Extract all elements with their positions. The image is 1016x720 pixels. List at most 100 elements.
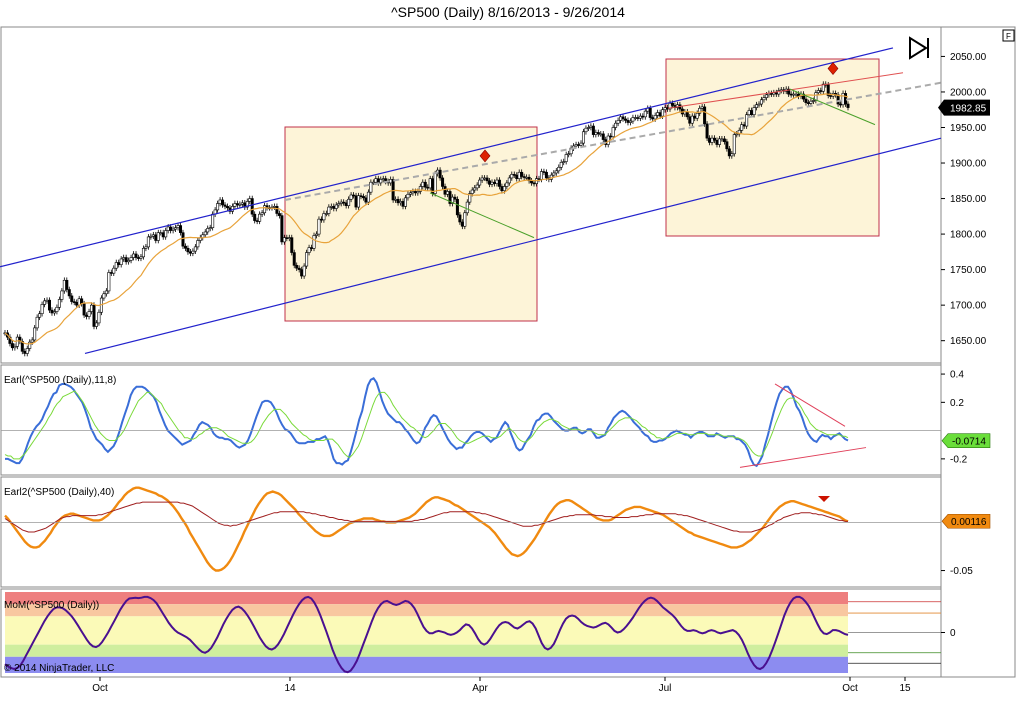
candle-down (846, 103, 850, 108)
mom-zone-band (5, 656, 848, 673)
candle-up (233, 203, 237, 207)
candle-up (230, 206, 234, 212)
candle-down (670, 103, 674, 106)
candle-down (117, 262, 121, 265)
candle-down (255, 220, 259, 222)
earl-plot (1, 377, 941, 468)
candle-up (730, 153, 734, 157)
candle-up (112, 267, 116, 274)
play-forward-icon[interactable] (909, 36, 929, 60)
price-y-tick-label: 2050.00 (950, 52, 987, 63)
candle-down (134, 253, 138, 258)
candle-up (814, 92, 818, 101)
downtrend-line-2 (789, 88, 876, 126)
candle-up (638, 115, 642, 119)
candle-up (164, 230, 168, 238)
candle-down (183, 245, 187, 249)
candle-up (119, 258, 123, 265)
candle-up (216, 203, 220, 211)
candle-down (453, 196, 457, 200)
candle-down (641, 115, 645, 118)
candle-down (85, 314, 89, 317)
candle-up (90, 304, 94, 312)
candle-up (574, 144, 578, 147)
candle-up (465, 201, 469, 214)
osc-y-tick-label: -0.05 (950, 566, 973, 577)
candle-down (426, 186, 430, 189)
x-tick-label: 15 (899, 683, 911, 694)
candle-up (821, 83, 825, 92)
candle-down (596, 132, 600, 135)
candle-up (149, 235, 153, 238)
x-tick-label: 14 (284, 683, 296, 694)
candle-up (557, 166, 561, 172)
candle-up (218, 199, 222, 204)
candle-up (606, 135, 610, 145)
candle-up (720, 138, 724, 141)
candle-down (804, 98, 808, 103)
candle-down (648, 108, 652, 118)
candle-up (314, 233, 318, 236)
candle-up (811, 100, 815, 102)
candle-down (65, 279, 69, 290)
candle-up (307, 247, 311, 253)
candle-up (483, 177, 487, 180)
candle-up (406, 193, 410, 199)
corner-button-label: F (1006, 32, 1011, 41)
candle-up (62, 279, 66, 292)
price-y-tick-label: 2000.00 (950, 87, 987, 98)
earl-panel-title: Earl(^SP500 (Daily),11,8) (4, 375, 116, 386)
candle-down (72, 301, 76, 303)
candle-down (344, 202, 348, 206)
earl2-plot (1, 486, 941, 572)
price-y-tick-label: 1850.00 (950, 194, 987, 205)
candle-up (258, 213, 262, 222)
candle-up (166, 226, 170, 231)
candle-up (379, 179, 383, 184)
earl2-signal-marker (818, 496, 830, 502)
candle-up (357, 195, 361, 208)
mom-zone-band (5, 592, 848, 605)
candle-up (757, 103, 761, 106)
candle-up (25, 348, 29, 354)
earl-panel-frame (0, 364, 942, 476)
candle-down (727, 148, 731, 157)
candle-up (403, 197, 407, 207)
x-tick-label: Apr (472, 683, 488, 694)
sell-signal-marker (827, 62, 839, 75)
downtrend-line-1 (429, 192, 535, 239)
candle-down (223, 204, 227, 207)
candle-up (139, 256, 143, 259)
candle-up (312, 235, 316, 249)
osc-y-tick-label: -0.2 (950, 454, 968, 465)
candle-up (206, 228, 210, 233)
candle-down (359, 195, 363, 198)
mom-zone-band (5, 604, 848, 617)
earl2-badge-value: 0.00116 (951, 517, 987, 528)
candle-down (520, 171, 524, 177)
chart-title: ^SP500 (Daily) 8/16/2013 - 9/26/2014 (391, 4, 625, 20)
candle-up (45, 299, 49, 302)
candle-up (732, 134, 736, 155)
earl2-panel-frame (0, 476, 942, 588)
mom-zone-band (5, 644, 848, 657)
candle-down (285, 237, 289, 239)
candle-down (715, 139, 719, 145)
price-y-tick-label: 1800.00 (950, 230, 987, 241)
candle-down (10, 343, 14, 349)
candle-up (581, 131, 585, 144)
candle-down (401, 201, 405, 207)
moving-average-line (4, 93, 849, 345)
candle-down (722, 138, 726, 143)
candle-down (688, 116, 692, 124)
candle-up (695, 112, 699, 119)
candle-down (136, 257, 140, 259)
corner-button[interactable] (1002, 29, 1015, 42)
candle-down (310, 247, 314, 249)
candle-up (450, 196, 454, 204)
candle-down (124, 257, 128, 263)
candle-down (253, 213, 257, 221)
earl-badge-value: -0.0714 (952, 437, 986, 448)
